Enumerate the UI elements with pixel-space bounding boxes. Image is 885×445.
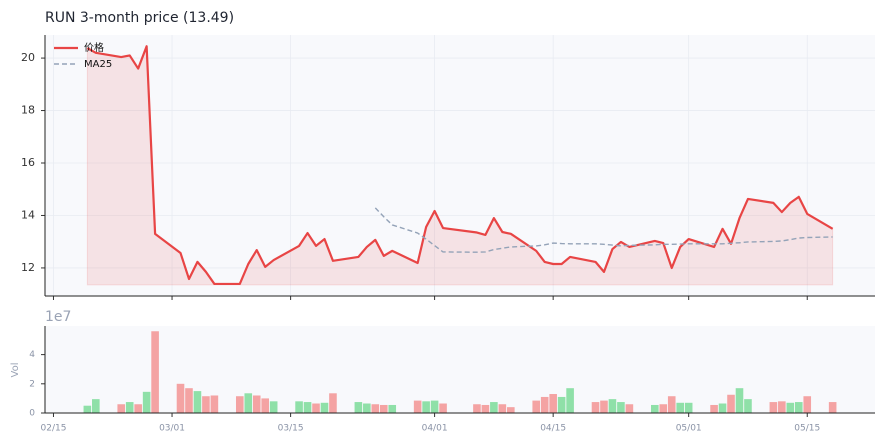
y-tick-label: 18 (21, 104, 35, 117)
x-tick-label: 03/01 (159, 424, 185, 434)
volume-bar (185, 388, 193, 413)
volume-bar (269, 401, 278, 413)
legend-label: MA25 (84, 59, 112, 70)
volume-bar (803, 396, 812, 413)
y-tick-label: 4 (29, 350, 35, 360)
volume-bar (659, 404, 668, 413)
volume-bar (600, 400, 608, 413)
volume-bar (261, 398, 270, 413)
x-tick-label: 05/15 (794, 424, 820, 434)
volume-bar (532, 400, 541, 413)
volume-bar (371, 404, 380, 413)
x-tick-label: 05/01 (676, 424, 702, 434)
volume-bar (363, 403, 371, 413)
volume-bar (490, 402, 498, 413)
y-tick-label: 20 (21, 51, 35, 64)
volume-bar (244, 393, 253, 413)
volume-bar (710, 404, 718, 413)
volume-bar (92, 399, 100, 413)
y-tick-label: 12 (21, 261, 35, 274)
volume-bar (354, 402, 363, 413)
volume-bar (134, 404, 142, 413)
y-tick-label: 16 (21, 156, 35, 169)
volume-bar (735, 388, 744, 413)
volume-bar (388, 404, 397, 413)
x-tick-label: 02/15 (41, 424, 67, 434)
volume-bar (667, 396, 676, 413)
volume-bar (176, 383, 185, 413)
volume-bar (430, 400, 439, 413)
volume-bar (473, 404, 481, 413)
volume-bar (142, 391, 151, 413)
volume-bar (329, 393, 337, 413)
volume-bar (210, 395, 219, 413)
volume-bar (608, 399, 617, 413)
legend-label: 价格 (84, 41, 104, 54)
volume-bar (778, 401, 786, 413)
volume-bar (828, 402, 837, 413)
volume-bar (498, 404, 507, 413)
volume-bar (591, 402, 600, 413)
y-tick-label: 14 (21, 208, 35, 221)
series-line (86, 45, 834, 286)
volume-bar (252, 395, 261, 413)
volume-bar (439, 403, 447, 413)
y-axis-label: Vol (10, 363, 21, 378)
volume-bar (202, 396, 210, 413)
volume-bar (617, 402, 625, 413)
volume-bar (295, 401, 303, 413)
volume-bar (193, 391, 202, 413)
volume-bar (744, 399, 752, 413)
volume-bar (125, 402, 134, 413)
volume-bar (303, 402, 312, 413)
volume-bar (794, 402, 803, 413)
volume-bar (727, 394, 735, 413)
volume-bar (117, 404, 126, 413)
volume-bar (650, 404, 659, 413)
volume-bar (312, 403, 320, 413)
y-tick-label: 0 (29, 409, 35, 419)
volume-bar (557, 396, 566, 413)
volume-bar (235, 396, 244, 413)
volume-bar (718, 403, 727, 413)
chart-title: RUN 3-month price (13.49) (45, 10, 234, 26)
volume-bar (507, 407, 515, 413)
volume-bar (625, 404, 634, 413)
volume-bar (320, 402, 329, 413)
y-tick-label: 2 (29, 379, 35, 389)
x-tick-label: 04/15 (540, 424, 566, 434)
volume-bar (684, 402, 693, 413)
volume-bar (422, 401, 430, 413)
x-tick-label: 04/01 (422, 424, 448, 434)
volume-bar (379, 404, 388, 413)
volume-bar (676, 402, 685, 413)
x-tick-label: 03/15 (278, 424, 304, 434)
volume-bar (83, 405, 92, 413)
volume-bar (151, 331, 159, 413)
volume-bar (413, 400, 422, 413)
volume-bar (540, 396, 549, 413)
series-line (374, 207, 833, 253)
volume-bar (549, 394, 557, 413)
volume-bar (769, 402, 778, 413)
offset-label: 1e7 (45, 309, 71, 325)
volume-bar (481, 404, 490, 413)
volume-bar (566, 388, 574, 413)
volume-bar (786, 402, 795, 413)
